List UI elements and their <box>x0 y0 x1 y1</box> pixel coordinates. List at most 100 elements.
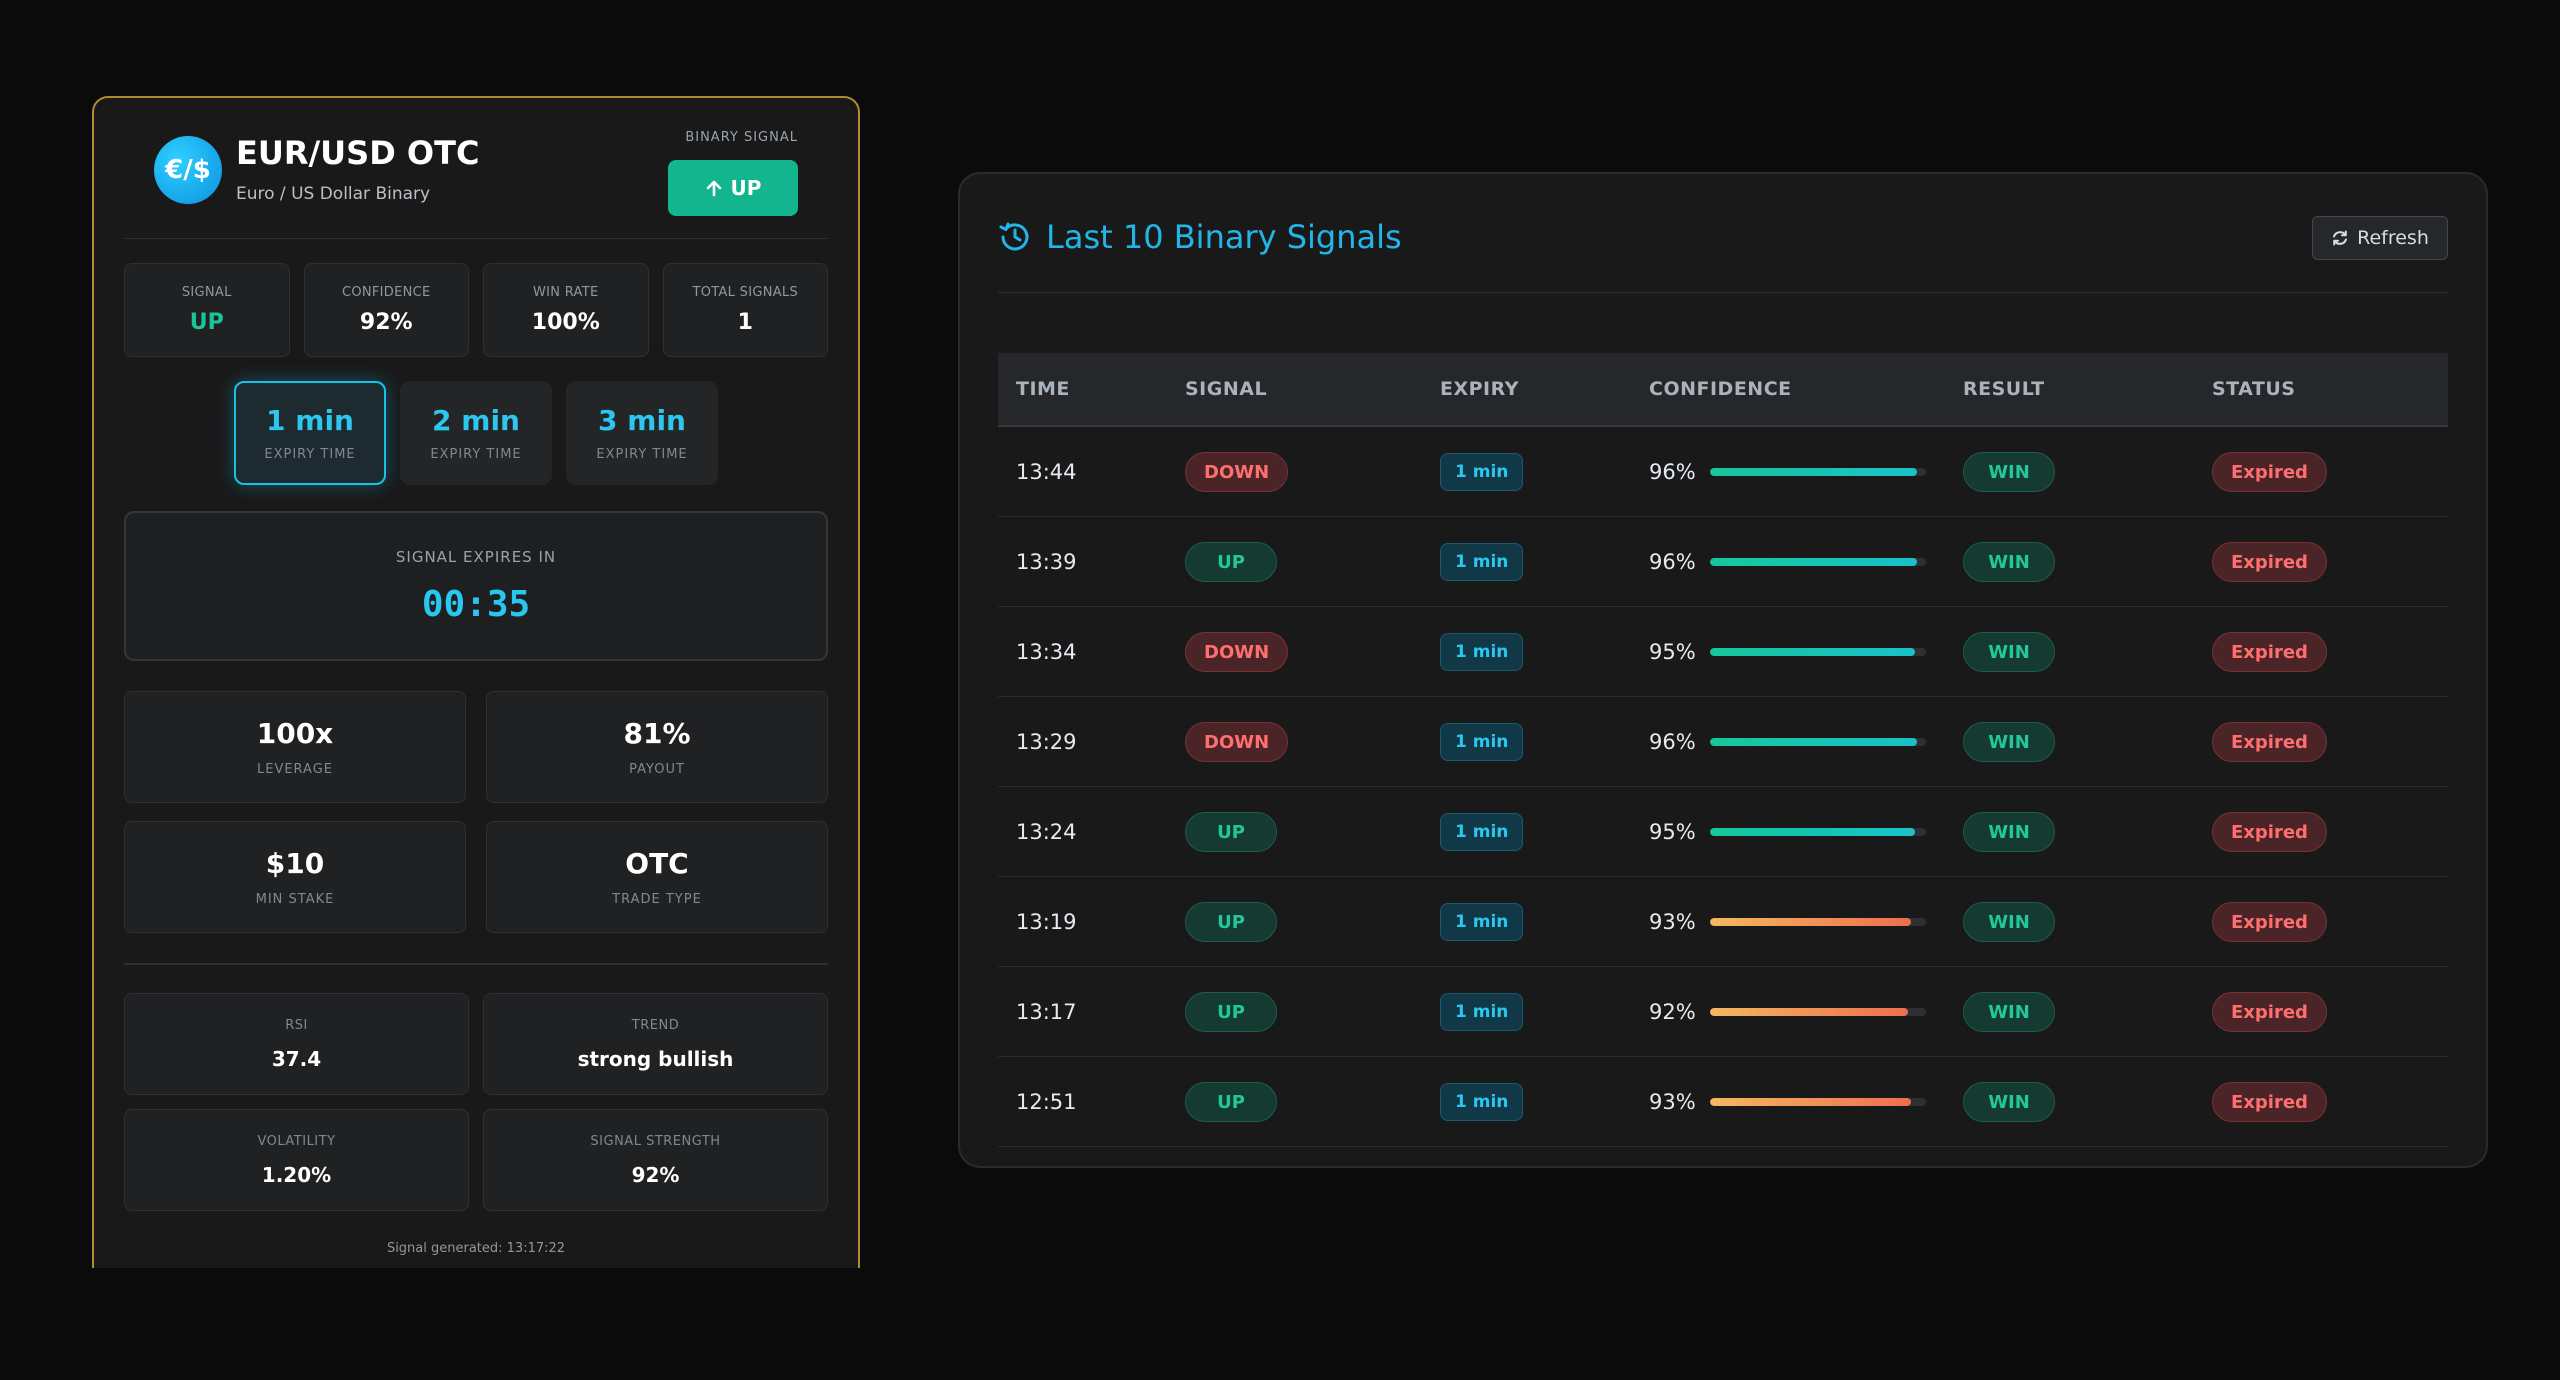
column-header-result: RESULT <box>1945 353 2194 427</box>
signal-expiry-cell: 1 min <box>1422 966 1631 1057</box>
signal-expiry-cell: 1 min <box>1422 606 1631 697</box>
expiry-badge: 1 min <box>1440 722 1524 761</box>
info-min-stake: $10 MIN STAKE <box>124 821 466 933</box>
info-value: $10 <box>265 847 325 880</box>
status-badge: Expired <box>2212 541 2327 582</box>
signals-table: TIME SIGNAL EXPIRY CONFIDENCE RESULT STA… <box>998 353 2448 1147</box>
expiry-badge: 1 min <box>1440 632 1524 671</box>
technicals-grid: RSI 37.4 TREND strong bullish VOLATILITY… <box>124 993 828 1211</box>
signal-confidence-cell: 96% <box>1631 516 1945 607</box>
status-badge: Expired <box>2212 901 2327 942</box>
confidence-bar-fill <box>1709 1097 1911 1106</box>
refresh-button[interactable]: Refresh <box>2312 216 2448 260</box>
signal-confidence-cell: 93% <box>1631 876 1945 967</box>
confidence-wrap: 95% <box>1649 640 1944 664</box>
result-badge: WIN <box>1963 541 2055 582</box>
column-header-confidence: CONFIDENCE <box>1631 353 1945 427</box>
signal-status-cell: Expired <box>2194 1056 2448 1147</box>
confidence-bar-fill <box>1709 467 1918 476</box>
info-label: MIN STAKE <box>255 892 335 907</box>
signal-confidence-cell: 92% <box>1631 966 1945 1057</box>
tech-volatility: VOLATILITY 1.20% <box>124 1109 469 1211</box>
expiry-sub-label: EXPIRY TIME <box>430 447 522 462</box>
signal-direction-cell: DOWN <box>1167 696 1422 787</box>
tech-value: 37.4 <box>271 1046 322 1071</box>
pair-name: EUR/USD OTC <box>236 134 480 172</box>
table-row: 13:34 DOWN 1 min 95% WIN Expired <box>998 606 2448 697</box>
stat-label: WIN RATE <box>533 285 599 300</box>
table-header-row: TIME SIGNAL EXPIRY CONFIDENCE RESULT STA… <box>998 353 2448 427</box>
expiry-option-3min[interactable]: 3 min EXPIRY TIME <box>566 381 718 485</box>
info-value: 81% <box>623 717 691 750</box>
signal-direction-badge: UP <box>1185 901 1277 942</box>
signal-direction-badge: DOWN <box>1185 721 1289 762</box>
countdown-timer: 00:35 <box>421 583 531 625</box>
expiry-badge: 1 min <box>1440 542 1524 581</box>
table-row: 13:44 DOWN 1 min 96% WIN Expired <box>998 426 2448 517</box>
signal-expiry-cell: 1 min <box>1422 696 1631 787</box>
confidence-value: 93% <box>1649 1089 1696 1114</box>
info-label: LEVERAGE <box>256 762 334 777</box>
signal-direction-cell: DOWN <box>1167 606 1422 697</box>
signal-status-cell: Expired <box>2194 786 2448 877</box>
tech-signal-strength: SIGNAL STRENGTH 92% <box>483 1109 828 1211</box>
stat-value: UP <box>189 310 224 335</box>
expiry-badge: 1 min <box>1440 902 1524 941</box>
table-row: 13:24 UP 1 min 95% WIN Expired <box>998 786 2448 877</box>
signal-result-cell: WIN <box>1945 876 2194 967</box>
signal-direction-badge: UP <box>1185 811 1277 852</box>
stat-label: TOTAL SIGNALS <box>692 285 799 300</box>
signal-confidence-cell: 93% <box>1631 1056 1945 1147</box>
table-row: 12:51 UP 1 min 93% WIN Expired <box>998 1056 2448 1147</box>
status-badge: Expired <box>2212 991 2327 1032</box>
status-badge: Expired <box>2212 811 2327 852</box>
signal-time: 13:19 <box>998 876 1167 967</box>
confidence-wrap: 92% <box>1649 1000 1944 1024</box>
tech-value: 92% <box>631 1162 680 1187</box>
history-icon <box>999 222 1029 251</box>
column-header-expiry: EXPIRY <box>1422 353 1631 427</box>
confidence-value: 93% <box>1649 909 1696 934</box>
tech-label: SIGNAL STRENGTH <box>590 1133 721 1149</box>
panel-title-group: Last 10 Binary Signals <box>998 218 1402 256</box>
info-value: OTC <box>625 847 689 880</box>
refresh-label: Refresh <box>2357 227 2429 249</box>
signal-confidence-cell: 96% <box>1631 696 1945 787</box>
column-header-time: TIME <box>998 353 1167 427</box>
expiry-option-1min[interactable]: 1 min EXPIRY TIME <box>234 381 386 485</box>
info-value: 100x <box>256 717 334 750</box>
signal-direction-badge: UP <box>1185 991 1277 1032</box>
signal-direction-cell: UP <box>1167 1056 1422 1147</box>
signals-table-body: 13:44 DOWN 1 min 96% WIN Expired 13:39 UP 1 min 9… <box>998 426 2448 1147</box>
signal-time: 13:24 <box>998 786 1167 877</box>
confidence-wrap: 96% <box>1649 460 1944 484</box>
signal-time: 13:44 <box>998 426 1167 517</box>
signal-expiry-cell: 1 min <box>1422 516 1631 607</box>
tech-value: 1.20% <box>261 1162 332 1187</box>
binary-signal-button[interactable]: UP <box>668 160 798 216</box>
expiry-option-2min[interactable]: 2 min EXPIRY TIME <box>400 381 552 485</box>
tech-label: RSI <box>285 1017 308 1033</box>
confidence-bar-track <box>1709 737 1926 746</box>
signal-result-cell: WIN <box>1945 606 2194 697</box>
arrow-up-icon <box>706 180 721 197</box>
panel-header: Last 10 Binary Signals Refresh <box>998 174 2448 292</box>
expiry-time: 1 min <box>266 404 354 437</box>
currency-pair-icon: €/$ <box>154 136 222 204</box>
tech-value: strong bullish <box>577 1046 734 1071</box>
binary-signal-value: UP <box>730 176 762 200</box>
confidence-bar-fill <box>1709 647 1915 656</box>
signal-status-cell: Expired <box>2194 696 2448 787</box>
stat-total-signals: TOTAL SIGNALS 1 <box>662 263 828 357</box>
signal-direction-badge: UP <box>1185 1081 1277 1122</box>
confidence-wrap: 93% <box>1649 910 1944 934</box>
confidence-bar-fill <box>1709 917 1911 926</box>
divider <box>124 238 828 239</box>
result-badge: WIN <box>1963 1081 2055 1122</box>
signal-status-cell: Expired <box>2194 516 2448 607</box>
column-header-signal: SIGNAL <box>1167 353 1422 427</box>
signal-direction-cell: UP <box>1167 966 1422 1057</box>
confidence-wrap: 95% <box>1649 820 1944 844</box>
signal-time: 13:29 <box>998 696 1167 787</box>
signals-history-panel: Last 10 Binary Signals Refresh TIME SIGN… <box>958 172 2488 1168</box>
